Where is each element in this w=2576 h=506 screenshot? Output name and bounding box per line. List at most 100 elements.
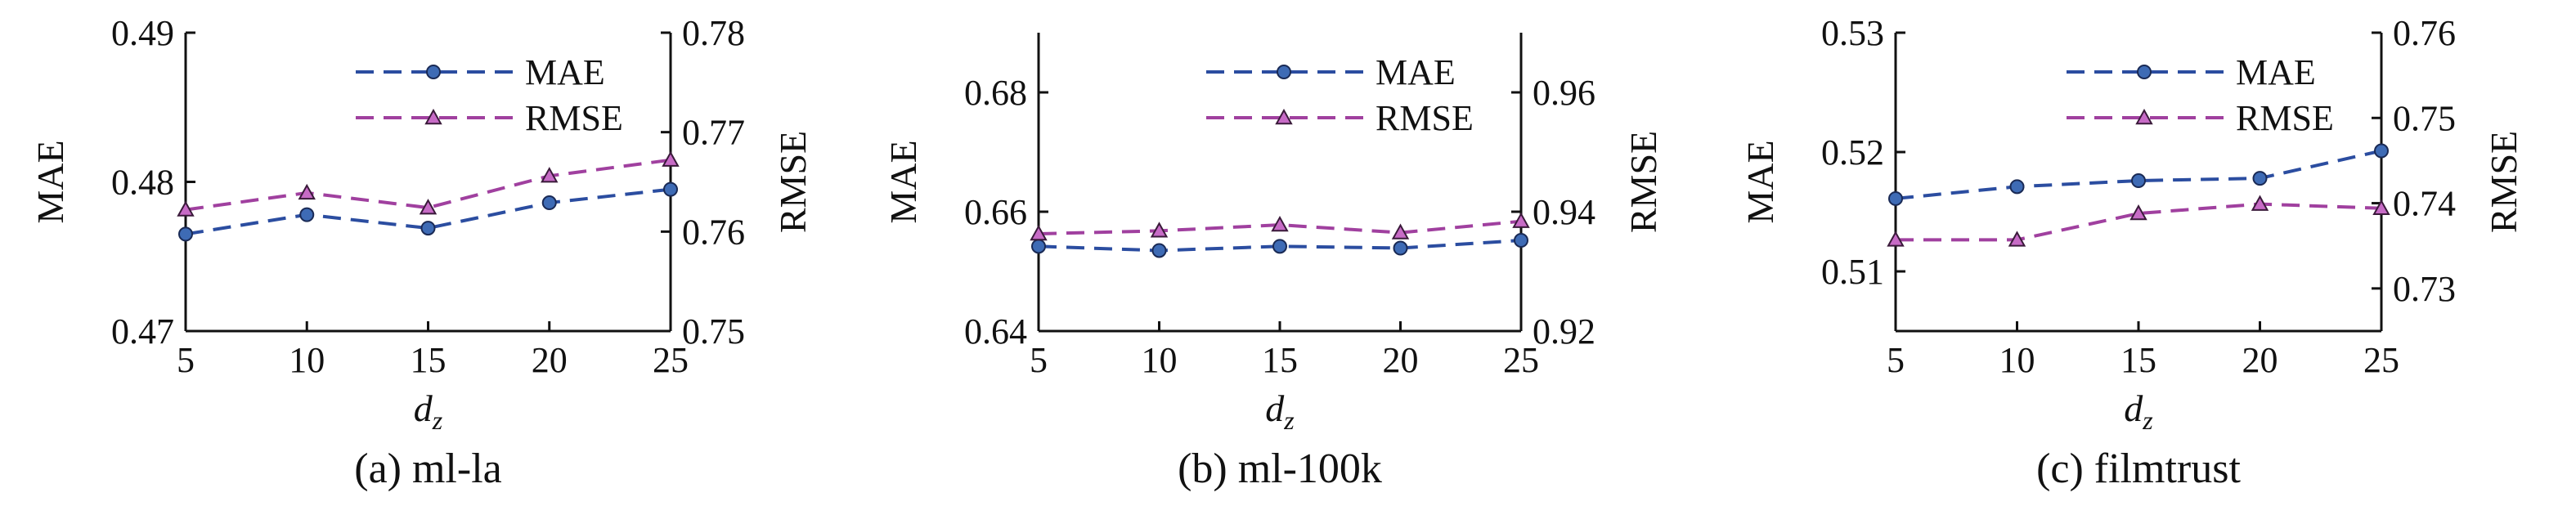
x-tick-label: 20 <box>1383 340 1419 380</box>
left-y-tick-label: 0.51 <box>1821 252 1884 292</box>
x-axis-title-subscript: z <box>2142 405 2153 435</box>
legend-marker-mae <box>426 65 441 79</box>
left-y-tick-label: 0.48 <box>111 163 174 203</box>
left-y-tick-label: 0.47 <box>111 311 174 352</box>
x-tick-label: 20 <box>532 340 568 380</box>
panel-caption: (a) ml-la <box>354 446 501 492</box>
legend-marker-rmse <box>2135 108 2153 125</box>
rmse-point-marker <box>1271 216 1289 232</box>
left-y-tick-label: 0.64 <box>964 311 1027 352</box>
rmse-point-marker <box>1030 224 1048 241</box>
rmse-point-marker <box>1391 223 1410 240</box>
right-y-tick-label: 0.78 <box>682 13 745 53</box>
series-line-mae <box>1038 239 1522 253</box>
legend-label-mae: MAE <box>2236 52 2316 92</box>
panel-caption: (c) filmtrust <box>2036 446 2241 492</box>
x-tick-label: 20 <box>2242 340 2278 380</box>
right-y-axis-title: RMSE <box>2483 131 2524 233</box>
right-y-tick-label: 0.76 <box>2393 13 2456 53</box>
rmse-point-marker <box>2372 199 2390 216</box>
chart-panel-1: 5 10 15 20 25 0.47 0.48 0.49 0.75 0.76 0.77 0.78 MAE… <box>29 13 814 492</box>
legend-label-rmse: RMSE <box>1376 98 1474 138</box>
rmse-point-marker <box>419 199 438 215</box>
left-y-axis-title: MAE <box>29 140 71 223</box>
rmse-point-marker <box>2129 204 2147 221</box>
left-y-axis-title: MAE <box>1739 140 1781 223</box>
left-y-tick-label: 0.66 <box>964 192 1027 232</box>
x-axis-title-subscript: z <box>432 405 443 435</box>
legend-marker-mae <box>1277 65 1291 79</box>
series-line-rmse <box>1038 219 1522 235</box>
right-y-tick-label: 0.76 <box>682 212 745 252</box>
legend-label-mae: MAE <box>1376 52 1456 92</box>
mae-point-marker <box>1031 239 1046 254</box>
x-axis-title-main: d <box>1265 387 1285 429</box>
x-axis-title-main: d <box>414 387 433 429</box>
chart-panel-2: 5 10 15 20 25 0.64 0.66 0.68 0.92 0.94 0.96 MAE RMSE… <box>882 33 1664 492</box>
rmse-point-marker <box>541 167 559 183</box>
x-tick-label: 5 <box>1887 340 1905 380</box>
panel-caption: (b) ml-100k <box>1178 446 1382 492</box>
x-tick-label: 5 <box>177 340 195 380</box>
x-tick-label: 25 <box>653 340 689 380</box>
legend-label-rmse: RMSE <box>2236 98 2334 138</box>
rmse-point-marker <box>1887 231 1905 247</box>
chart-panel-3: 5 10 15 20 25 0.51 0.52 0.53 0.73 0.74 0.75 0.76 MAE… <box>1739 13 2524 492</box>
x-axis-title: dz <box>2124 387 2153 435</box>
mae-point-marker <box>2252 171 2268 186</box>
x-tick-label: 25 <box>1503 340 1539 380</box>
right-y-tick-label: 0.77 <box>682 113 745 153</box>
legend-marker-rmse <box>424 108 442 125</box>
x-tick-label: 10 <box>289 340 325 380</box>
mae-point-marker <box>2009 179 2025 195</box>
right-y-tick-label: 0.94 <box>1533 192 1595 232</box>
mae-point-marker <box>663 181 678 197</box>
rmse-point-marker <box>2251 195 2269 211</box>
x-axis-title-main: d <box>2124 387 2143 429</box>
x-tick-label: 10 <box>1999 340 2035 380</box>
right-y-tick-label: 0.74 <box>2393 184 2456 224</box>
mae-point-marker <box>1514 233 1528 249</box>
rmse-point-marker <box>2008 231 2026 247</box>
x-axis-title: dz <box>414 387 443 435</box>
mae-point-marker <box>299 207 315 222</box>
right-y-axis-title: RMSE <box>1622 131 1664 233</box>
legend-marker-rmse <box>1275 108 1293 125</box>
right-y-axis-title: RMSE <box>772 131 814 233</box>
mae-point-marker <box>1151 243 1167 258</box>
left-y-tick-label: 0.49 <box>111 13 174 53</box>
mae-point-marker <box>1393 240 1408 256</box>
right-y-tick-label: 0.75 <box>682 311 745 352</box>
mae-point-marker <box>2374 143 2389 159</box>
x-tick-label: 15 <box>411 340 447 380</box>
rmse-point-marker <box>177 200 195 217</box>
left-y-axis-title: MAE <box>882 140 924 223</box>
mae-point-marker <box>541 195 557 211</box>
mae-point-marker <box>178 226 193 242</box>
mae-point-marker <box>1888 190 1903 206</box>
legend-label-mae: MAE <box>525 52 605 92</box>
rmse-point-marker <box>1512 212 1530 228</box>
legend-label-rmse: RMSE <box>525 98 623 138</box>
x-tick-label: 10 <box>1142 340 1178 380</box>
x-tick-label: 25 <box>2363 340 2399 380</box>
left-y-tick-label: 0.52 <box>1821 132 1884 172</box>
series-line-mae <box>1895 149 2382 200</box>
mae-point-marker <box>1272 239 1287 254</box>
right-y-tick-label: 0.92 <box>1533 311 1595 352</box>
rmse-point-marker <box>1150 222 1169 238</box>
right-y-tick-label: 0.96 <box>1533 73 1595 113</box>
rmse-point-marker <box>298 183 316 200</box>
x-axis-title-subscript: z <box>1283 405 1295 435</box>
left-y-tick-label: 0.68 <box>964 73 1027 113</box>
right-y-tick-label: 0.75 <box>2393 98 2456 138</box>
x-tick-label: 15 <box>2120 340 2156 380</box>
mae-point-marker <box>420 221 436 236</box>
right-y-tick-label: 0.73 <box>2393 269 2456 309</box>
x-axis-title: dz <box>1265 387 1295 435</box>
left-y-tick-label: 0.53 <box>1821 13 1884 53</box>
x-tick-label: 15 <box>1262 340 1298 380</box>
rmse-point-marker <box>662 150 680 167</box>
mae-point-marker <box>2131 173 2146 189</box>
